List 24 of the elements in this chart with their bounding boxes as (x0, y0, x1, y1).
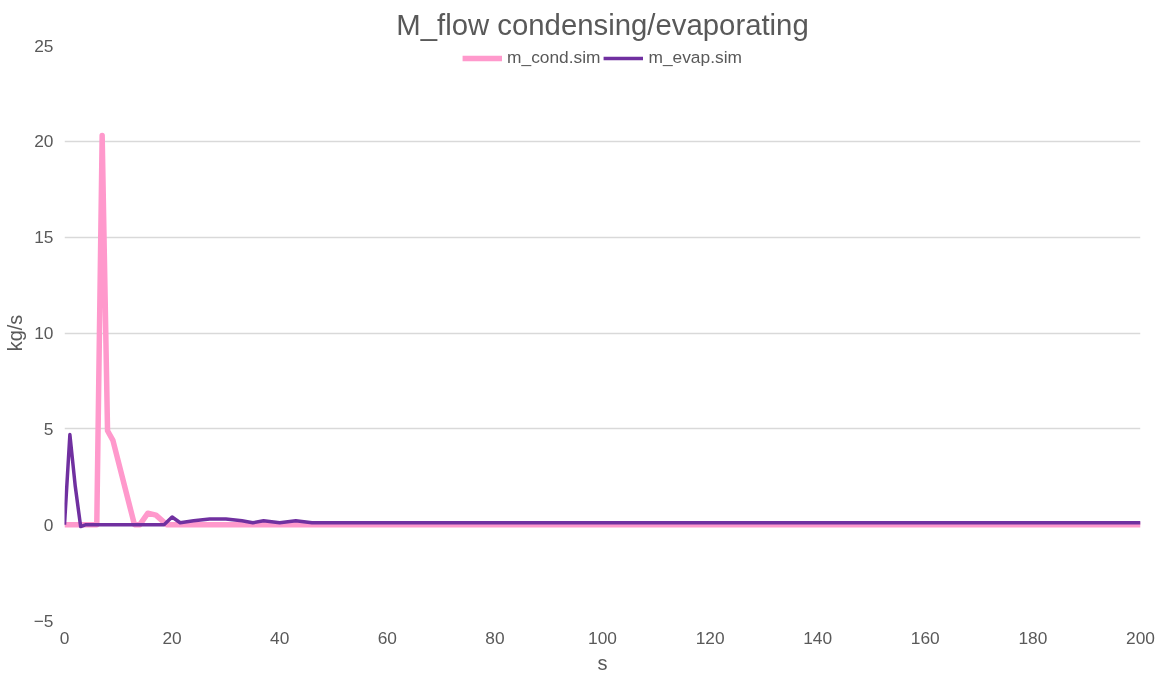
y-tick-label: 5 (43, 418, 54, 439)
y-tick-label: 20 (34, 131, 54, 152)
x-tick-label: 160 (910, 627, 940, 648)
x-tick-label: 200 (1126, 627, 1155, 648)
x-tick-label: 40 (270, 627, 290, 648)
line-series (64, 432, 1141, 529)
y-tick-label: 15 (34, 227, 54, 248)
x-tick-label: 180 (1018, 627, 1048, 648)
x-tick-label: 60 (377, 627, 397, 648)
y-tick-label: 25 (34, 35, 54, 56)
legend-label: m_evap.sim (648, 47, 742, 68)
x-tick-label: 100 (588, 627, 617, 648)
chart-title: M_flow condensing/evaporating (396, 7, 809, 41)
x-tick-label: 120 (695, 627, 725, 648)
x-tick-label: 0 (59, 627, 70, 648)
x-tick-label: 80 (485, 627, 505, 648)
y-tick-label: 10 (34, 323, 54, 343)
x-tick-label: 140 (803, 627, 833, 648)
x-axis-title: s (597, 651, 608, 674)
y-tick-label: 0 (43, 514, 54, 535)
legend-label: m_cond.sim (507, 47, 601, 68)
y-tick-label: −5 (33, 610, 54, 631)
x-tick-label: 20 (162, 627, 182, 648)
y-axis-title: kg/s (3, 314, 26, 352)
